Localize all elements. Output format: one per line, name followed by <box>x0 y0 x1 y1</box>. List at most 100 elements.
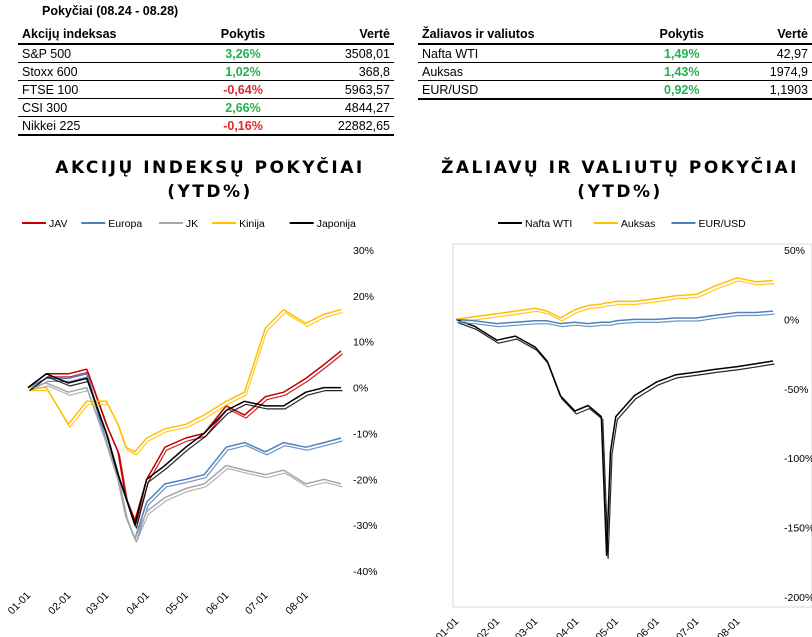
y-tick-label: -200% <box>784 592 812 604</box>
x-tick-label: 04-01 <box>554 616 582 637</box>
x-tick-label: 08-01 <box>715 616 743 637</box>
row-value: 368,8 <box>288 62 394 81</box>
row-change: 0,92% <box>634 80 729 100</box>
legend-label-jk: JK <box>186 218 198 230</box>
legend-label-eur-usd: EUR/USD <box>699 218 747 230</box>
row-name: CSI 300 <box>18 98 198 117</box>
row-value: 1974,9 <box>728 62 812 81</box>
series-line-shadow-auksas <box>457 280 775 323</box>
x-tick-label: 06-01 <box>204 590 232 618</box>
legend-label-japonija: Japonija <box>317 218 356 230</box>
series-line-jav <box>27 350 342 522</box>
x-tick-label: 05-01 <box>593 616 621 637</box>
x-tick-label: 08-01 <box>283 590 311 618</box>
column-header-change: Pokytis <box>197 24 289 45</box>
table-header-row: Akcijų indeksas Pokytis Vertė <box>18 24 394 45</box>
chart-title-line: ŽALIAVŲ IR VALIUTŲ POKYČIAI <box>441 158 799 178</box>
row-change: 1,02% <box>197 62 289 81</box>
y-tick-label: 0% <box>784 314 799 326</box>
table-row: S&P 500 3,26% 3508,01 <box>18 44 394 63</box>
series-line-auksas <box>455 277 774 321</box>
series-line-kinija <box>28 308 342 453</box>
y-tick-label: -100% <box>784 453 812 465</box>
series-line-jk <box>27 382 342 540</box>
commodities-chart-title: ŽALIAVŲ IR VALIUTŲ POKYČIAI (YTD%) <box>420 156 812 204</box>
series-line-europa <box>27 373 342 540</box>
x-tick-label: 06-01 <box>634 616 662 637</box>
series-line-shadow-japonija <box>29 376 343 529</box>
column-header-value: Vertė <box>728 24 812 45</box>
table-row: Auksas 1,43% 1974,9 <box>418 62 812 81</box>
series-line-shadow-nafta-wti <box>457 321 775 560</box>
row-change: 2,66% <box>197 98 289 117</box>
y-tick-label: -150% <box>784 523 812 535</box>
row-name: Auksas <box>418 62 635 81</box>
x-tick-label: 07-01 <box>243 590 271 618</box>
chart-title-line: (YTD%) <box>577 182 663 202</box>
row-name: FTSE 100 <box>18 80 198 99</box>
legend-label-nafta-wti: Nafta WTI <box>525 218 572 230</box>
column-header-change: Pokytis <box>634 24 729 45</box>
table-row: Nikkei 225 -0,16% 22882,65 <box>18 116 394 136</box>
indices-line-chart: 30% 20% 10% 0% -10% -20% -30% -40% 01-01 02-01 03-… <box>6 218 378 617</box>
table-row: FTSE 100 -0,64% 5963,57 <box>18 80 394 99</box>
row-change: -0,64% <box>197 80 289 99</box>
legend-label-jav: JAV <box>49 218 67 230</box>
series-line-nafta-wti <box>455 318 774 557</box>
series-line-eur-usd <box>455 310 774 325</box>
x-tick-label: 01-01 <box>6 590 34 618</box>
x-tick-label: 03-01 <box>84 590 112 618</box>
table-row: CSI 300 2,66% 4844,27 <box>18 98 394 117</box>
indices-table-body: S&P 500 3,26% 3508,01 Stoxx 600 1,02% 368,8 FT… <box>18 44 394 136</box>
x-tick-label: 01-01 <box>434 616 462 637</box>
y-tick-label: -30% <box>353 520 378 532</box>
chart-title-line: (YTD%) <box>167 182 253 202</box>
y-tick-label: 20% <box>353 291 374 303</box>
row-value: 3508,01 <box>288 44 394 63</box>
series-line-japonija <box>27 373 341 526</box>
row-change: 1,43% <box>634 62 729 81</box>
row-value: 1,1903 <box>728 80 812 100</box>
row-name: Nikkei 225 <box>18 116 198 136</box>
table-row: EUR/USD 0,92% 1,1903 <box>418 80 812 100</box>
column-header-value: Vertė <box>288 24 394 45</box>
y-tick-label: 50% <box>784 245 805 257</box>
commodities-table-body: Nafta WTI 1,49% 42,97 Auksas 1,43% 1974,9 EUR/… <box>418 44 812 100</box>
table-row: Nafta WTI 1,49% 42,97 <box>418 44 812 63</box>
row-change: 1,49% <box>634 44 729 63</box>
row-name: Nafta WTI <box>418 44 635 63</box>
y-tick-label: 0% <box>353 383 368 395</box>
commodities-line-chart: 50% 0% -50% -100% -150% -200% 01-01 02-01 03-01 0… <box>434 218 812 637</box>
indices-table: Akcijų indeksas Pokytis Vertė S&P 500 3,2… <box>18 24 394 136</box>
series-line-shadow-europa <box>29 376 343 543</box>
row-value: 22882,65 <box>288 116 394 136</box>
series-line-shadow-kinija <box>29 312 343 456</box>
row-value: 4844,27 <box>288 98 394 117</box>
row-name: Stoxx 600 <box>18 62 198 81</box>
y-tick-label: -10% <box>353 428 378 440</box>
y-tick-label: -20% <box>353 474 378 486</box>
series-line-shadow-jav <box>29 353 343 525</box>
y-tick-label: 30% <box>353 245 374 257</box>
y-tick-label: 10% <box>353 337 374 349</box>
period-title: Pokyčiai (08.24 - 08.28) <box>42 4 179 18</box>
row-change: -0,16% <box>197 116 289 136</box>
series-line-shadow-jk <box>29 385 343 543</box>
y-tick-label: -40% <box>353 566 378 578</box>
column-header-commodity: Žaliavos ir valiutos <box>418 24 635 45</box>
series-line-shadow-eur-usd <box>457 313 775 328</box>
column-header-index: Akcijų indeksas <box>18 24 198 45</box>
row-change: 3,26% <box>197 44 289 63</box>
y-tick-label: -50% <box>784 384 809 396</box>
legend-label-kinija: Kinija <box>239 218 265 230</box>
row-value: 42,97 <box>728 44 812 63</box>
x-tick-label: 07-01 <box>674 616 702 637</box>
commodities-table: Žaliavos ir valiutos Pokytis Vertė Nafta… <box>418 24 812 100</box>
legend-label-auksas: Auksas <box>621 218 655 230</box>
table-row: Stoxx 600 1,02% 368,8 <box>18 62 394 81</box>
indices-chart-title: AKCIJŲ INDEKSŲ POKYČIAI (YTD%) <box>20 156 400 204</box>
table-header-row: Žaliavos ir valiutos Pokytis Vertė <box>418 24 812 45</box>
row-name: S&P 500 <box>18 44 198 63</box>
x-tick-label: 02-01 <box>46 590 74 618</box>
